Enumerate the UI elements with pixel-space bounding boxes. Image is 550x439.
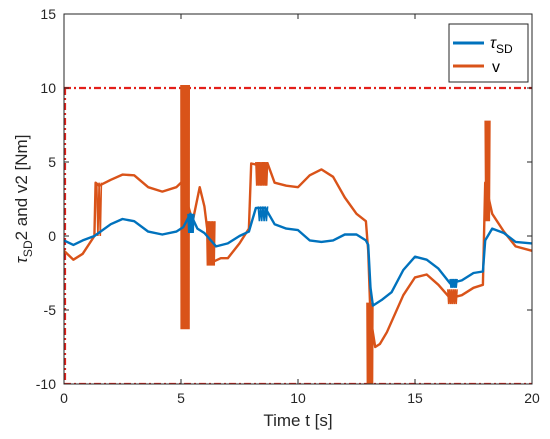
y-axis-title-rest: 2 and v2 [Nm] (12, 135, 31, 241)
x-tick-label: 15 (407, 390, 423, 406)
x-tick-label: 10 (290, 390, 306, 406)
y-axis-title: τSD2 and v2 [Nm] (12, 135, 35, 264)
oscillation-band-0-0 (187, 213, 195, 234)
oscillation-band-1-6 (484, 120, 491, 222)
y-tick-label: 0 (48, 228, 56, 244)
x-tick-label: 0 (60, 390, 68, 406)
y-tick-label: -5 (44, 302, 57, 318)
y-tick-label: 5 (48, 154, 56, 170)
oscillation-band-1-4 (447, 289, 458, 305)
oscillation-band-1-5 (96, 182, 103, 237)
oscillation-band-0-2 (449, 278, 458, 288)
y-tick-label: 10 (40, 80, 56, 96)
x-axis-title: Time t [s] (263, 411, 332, 430)
oscillation-band-1-3 (366, 302, 374, 384)
oscillation-band-0-1 (257, 206, 269, 222)
oscillation-band-1-1 (205, 221, 216, 266)
legend-box (448, 23, 529, 83)
x-tick-label: 20 (524, 390, 540, 406)
y-tick-label: -10 (36, 376, 56, 392)
x-tick-label: 5 (177, 390, 185, 406)
legend: τSD v (448, 23, 529, 83)
y-axis-title-sub: SD (21, 240, 35, 257)
oscillation-band-1-0 (180, 84, 190, 330)
y-axis-title-tau: τ (12, 255, 31, 263)
legend-label-v: v (492, 59, 500, 76)
oscillation-band-1-2 (255, 161, 269, 186)
y-tick-label: 15 (40, 6, 56, 22)
legend-label-tau: τSD (490, 35, 513, 56)
series-line-1 (64, 162, 532, 349)
